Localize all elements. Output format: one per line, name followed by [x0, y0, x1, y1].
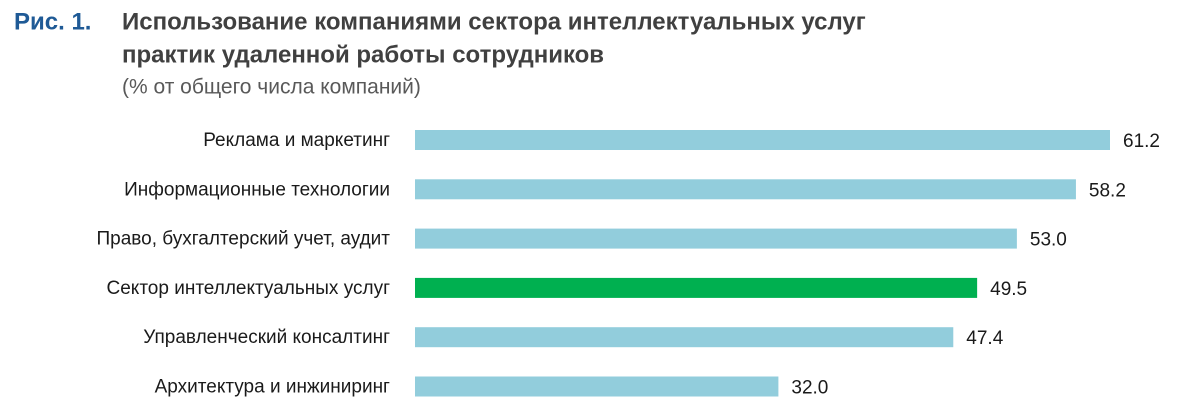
- chart-subtitle: (% от общего числа компаний): [122, 76, 421, 99]
- figure-label: Рис. 1.: [14, 8, 91, 35]
- category-label: Архитектура и инжиниринг: [155, 377, 390, 398]
- bar: [415, 376, 779, 397]
- bar: [415, 130, 1110, 150]
- bar: [415, 179, 1076, 200]
- bar: [415, 327, 954, 348]
- chart-title: Использование компаниями сектора интелле…: [122, 8, 866, 35]
- category-label: Реклама и маркетинг: [203, 130, 390, 151]
- value-label: 58.2: [1089, 180, 1126, 201]
- value-label: 32.0: [791, 378, 828, 399]
- bar: [415, 228, 1017, 249]
- category-label: Право, бухгалтерский учет, аудит: [97, 229, 391, 250]
- value-label: 47.4: [966, 328, 1003, 349]
- category-label: Сектор интеллектуальных услуг: [107, 278, 391, 299]
- category-label: Информационные технологии: [124, 179, 390, 200]
- value-label: 53.0: [1030, 230, 1067, 251]
- value-label: 61.2: [1123, 131, 1160, 152]
- category-label: Управленческий консалтинг: [143, 327, 390, 348]
- chart-title: практик удаленной работы сотрудников: [122, 41, 604, 68]
- bar: [415, 277, 978, 298]
- value-label: 49.5: [990, 279, 1027, 300]
